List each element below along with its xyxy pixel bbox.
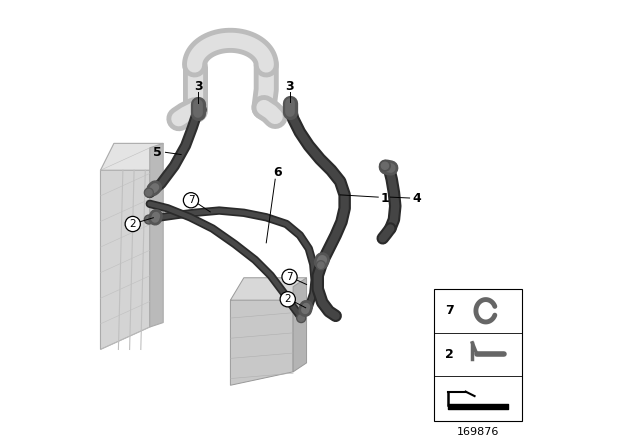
Circle shape [317,262,324,268]
Polygon shape [293,278,307,372]
Text: 4: 4 [412,192,420,206]
Text: 5: 5 [154,146,162,159]
Polygon shape [230,287,293,385]
Circle shape [316,261,325,270]
Text: 6: 6 [273,166,282,180]
Polygon shape [150,143,163,327]
Circle shape [280,292,296,307]
Text: 2: 2 [445,348,454,361]
Text: 7: 7 [286,272,293,282]
Bar [435,289,522,421]
Polygon shape [100,143,163,170]
Circle shape [145,215,154,224]
Text: 2: 2 [129,219,136,229]
Circle shape [381,162,388,169]
Text: 169876: 169876 [457,427,499,437]
Text: 1: 1 [381,191,389,205]
Polygon shape [230,278,307,300]
Circle shape [125,216,140,232]
Circle shape [298,315,305,321]
Circle shape [146,216,152,223]
Text: 7: 7 [188,195,195,205]
Text: 3: 3 [285,79,294,93]
Circle shape [146,190,152,196]
Circle shape [297,314,306,323]
Circle shape [183,193,198,208]
Circle shape [282,269,297,284]
Polygon shape [100,148,150,349]
Text: 3: 3 [194,79,202,93]
Circle shape [380,160,390,171]
Text: 7: 7 [445,304,454,317]
Circle shape [145,188,154,197]
Text: 2: 2 [284,294,291,304]
